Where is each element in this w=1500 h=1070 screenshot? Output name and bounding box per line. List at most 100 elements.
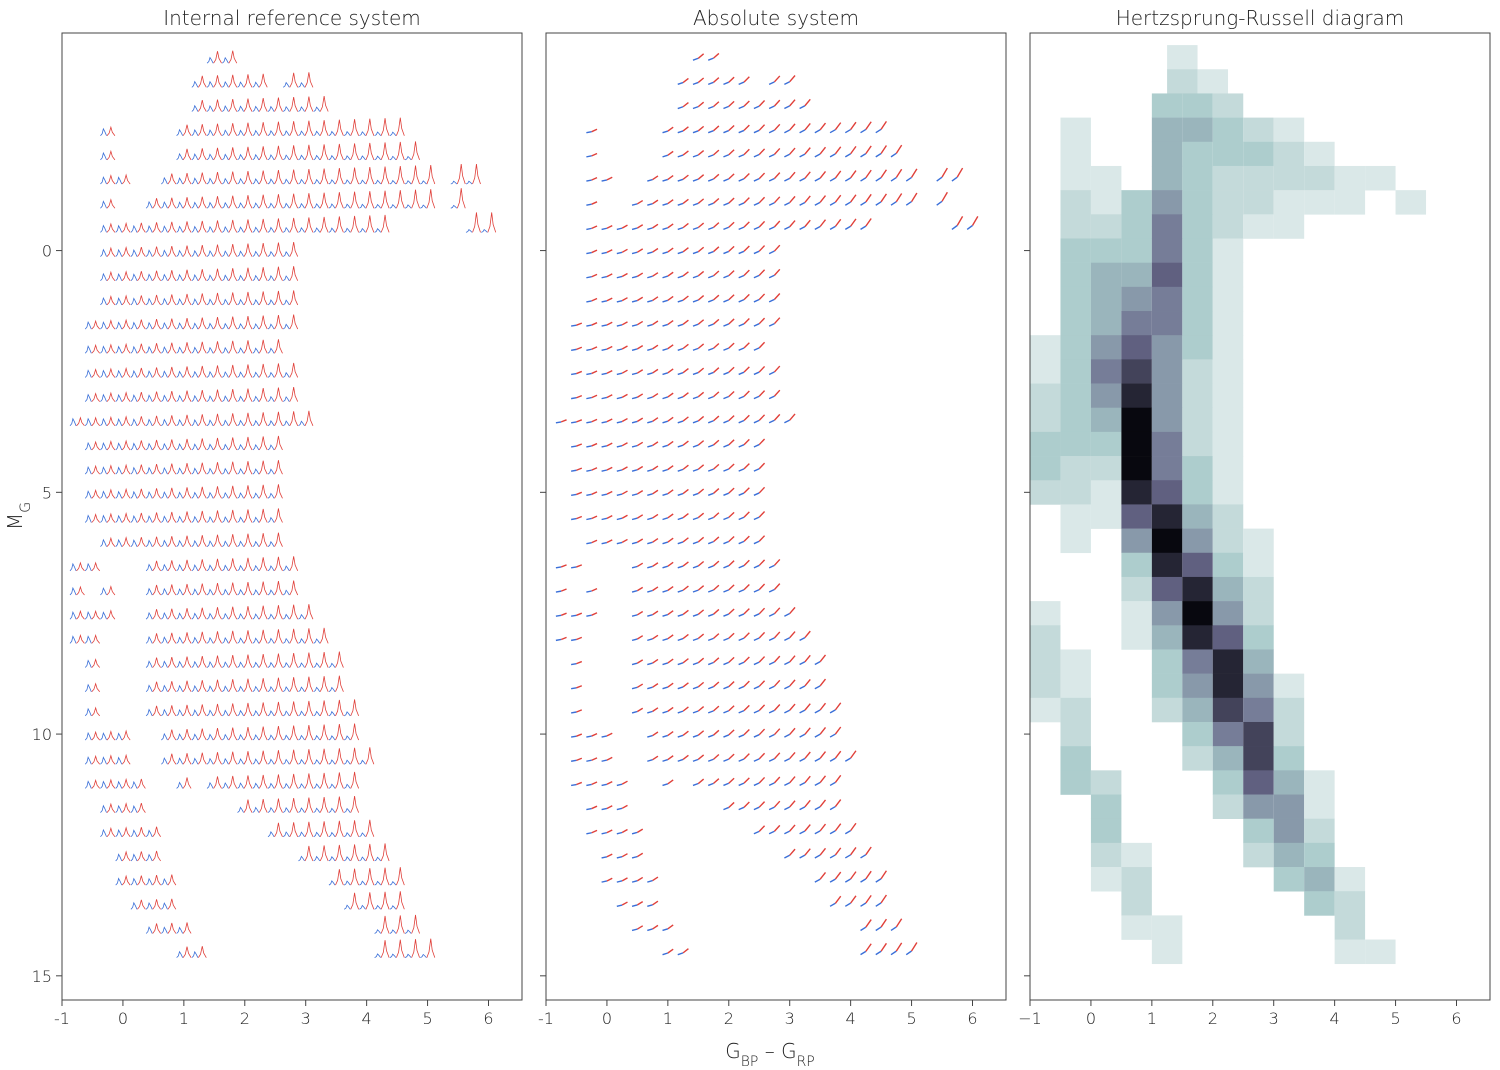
spectrum-bp bbox=[450, 180, 458, 185]
spectrum-bp bbox=[328, 686, 336, 693]
spectrum-absolute bbox=[738, 124, 750, 134]
spectrum-bp bbox=[586, 130, 592, 134]
spectrum bbox=[359, 868, 375, 886]
spectrum-bp bbox=[738, 129, 745, 134]
spectrum-absolute bbox=[677, 513, 689, 521]
spectrum-rp bbox=[667, 489, 674, 495]
spectrum-absolute bbox=[677, 77, 689, 86]
spectrum-bp bbox=[692, 637, 699, 642]
spectrum-bp bbox=[84, 659, 92, 668]
spectrum bbox=[343, 699, 360, 717]
spectrum-bp bbox=[237, 419, 244, 427]
hist-cell bbox=[1060, 504, 1091, 529]
spectrum-rp bbox=[213, 389, 222, 402]
spectrum-absolute bbox=[875, 918, 888, 932]
spectrum-absolute bbox=[738, 76, 750, 85]
spectrum-bp bbox=[738, 613, 745, 617]
spectrum-bp bbox=[252, 298, 260, 306]
spectrum-bp bbox=[768, 685, 775, 690]
spectrum-bp bbox=[282, 589, 290, 596]
hist-cell bbox=[1151, 407, 1183, 433]
spectrum-rp bbox=[198, 196, 207, 209]
spectrum bbox=[267, 556, 283, 572]
spectrum-bp bbox=[662, 372, 669, 376]
spectrum-absolute bbox=[875, 894, 888, 907]
spectrum bbox=[206, 292, 222, 306]
spectrum-bp bbox=[343, 130, 351, 137]
spectrum-absolute bbox=[951, 167, 964, 182]
hist-cell bbox=[1151, 552, 1183, 578]
spectrum-rp bbox=[697, 754, 705, 760]
spectrum-absolute bbox=[768, 123, 781, 134]
spectrum-rp bbox=[152, 294, 161, 306]
hist-cell bbox=[1334, 867, 1366, 892]
spectrum-rp bbox=[758, 220, 766, 228]
spectrum-rp bbox=[697, 295, 705, 301]
spectrum-rp bbox=[667, 416, 674, 422]
spectrum-rp bbox=[274, 363, 283, 378]
spectrum-rp bbox=[258, 750, 268, 765]
spectrum-absolute bbox=[647, 489, 659, 496]
spectrum-bp bbox=[586, 300, 592, 303]
spectrum-rp bbox=[289, 217, 299, 233]
spectrum-absolute bbox=[723, 801, 735, 811]
spectrum-bp bbox=[601, 251, 608, 255]
spectrum-rp bbox=[258, 508, 268, 523]
spectrum bbox=[267, 605, 283, 620]
spectrum-bp bbox=[936, 200, 943, 206]
spectrum-bp bbox=[647, 517, 653, 521]
spectrum-rp bbox=[258, 653, 268, 668]
spectrum-rp bbox=[106, 149, 116, 161]
spectrum-bp bbox=[738, 444, 745, 448]
spectrum-rp bbox=[76, 561, 85, 572]
hist-cell bbox=[1243, 770, 1274, 795]
spectrum-bp bbox=[662, 468, 669, 472]
hist-cell bbox=[1121, 915, 1152, 940]
spectrum-bp bbox=[130, 901, 138, 910]
spectrum bbox=[84, 658, 101, 668]
hist-cell bbox=[1243, 818, 1274, 844]
spectrum bbox=[404, 914, 420, 934]
spectrum-bp bbox=[222, 540, 229, 547]
spectrum bbox=[191, 704, 207, 717]
spectrum-bp bbox=[616, 493, 623, 497]
spectrum-bp bbox=[313, 831, 321, 838]
spectrum-bp bbox=[222, 782, 229, 789]
spectrum-rp bbox=[743, 583, 750, 591]
spectrum-absolute bbox=[829, 750, 842, 762]
spectrum bbox=[100, 488, 116, 499]
spectrum-bp bbox=[647, 251, 653, 255]
spectrum-rp bbox=[213, 703, 222, 717]
spectrum-rp bbox=[819, 775, 827, 783]
spectrum bbox=[191, 680, 207, 693]
spectrum-absolute bbox=[723, 777, 735, 787]
spectrum-bp bbox=[707, 105, 714, 110]
spectrum bbox=[328, 820, 344, 838]
spectrum bbox=[191, 414, 207, 427]
spectrum-rp bbox=[667, 174, 674, 180]
spectrum-absolute bbox=[586, 781, 598, 787]
spectrum-bp bbox=[662, 251, 669, 255]
spectrum-rp bbox=[121, 802, 131, 813]
spectrum-bp bbox=[692, 347, 699, 351]
spectrum-bp bbox=[100, 200, 107, 209]
spectrum-absolute bbox=[707, 488, 720, 496]
spectrum-bp bbox=[252, 129, 260, 137]
hist-cell bbox=[1060, 770, 1091, 795]
spectrum-rp bbox=[350, 215, 360, 233]
spectrum-bp bbox=[814, 153, 821, 158]
spectrum bbox=[176, 245, 192, 257]
spectrum-absolute bbox=[707, 125, 720, 134]
spectrum-rp bbox=[773, 583, 781, 590]
spectrum-rp bbox=[319, 772, 329, 789]
spectrum-bp bbox=[222, 516, 229, 523]
spectrum bbox=[267, 822, 283, 838]
hist-cell bbox=[1151, 649, 1183, 674]
spectrum-rp bbox=[152, 560, 161, 572]
spectrum-bp bbox=[738, 782, 745, 787]
spectrum-rp bbox=[758, 390, 766, 397]
spectrum-rp bbox=[576, 636, 583, 641]
spectrum-rp bbox=[682, 730, 689, 736]
spectrum-absolute bbox=[707, 173, 720, 182]
spectrum-rp bbox=[152, 439, 161, 451]
